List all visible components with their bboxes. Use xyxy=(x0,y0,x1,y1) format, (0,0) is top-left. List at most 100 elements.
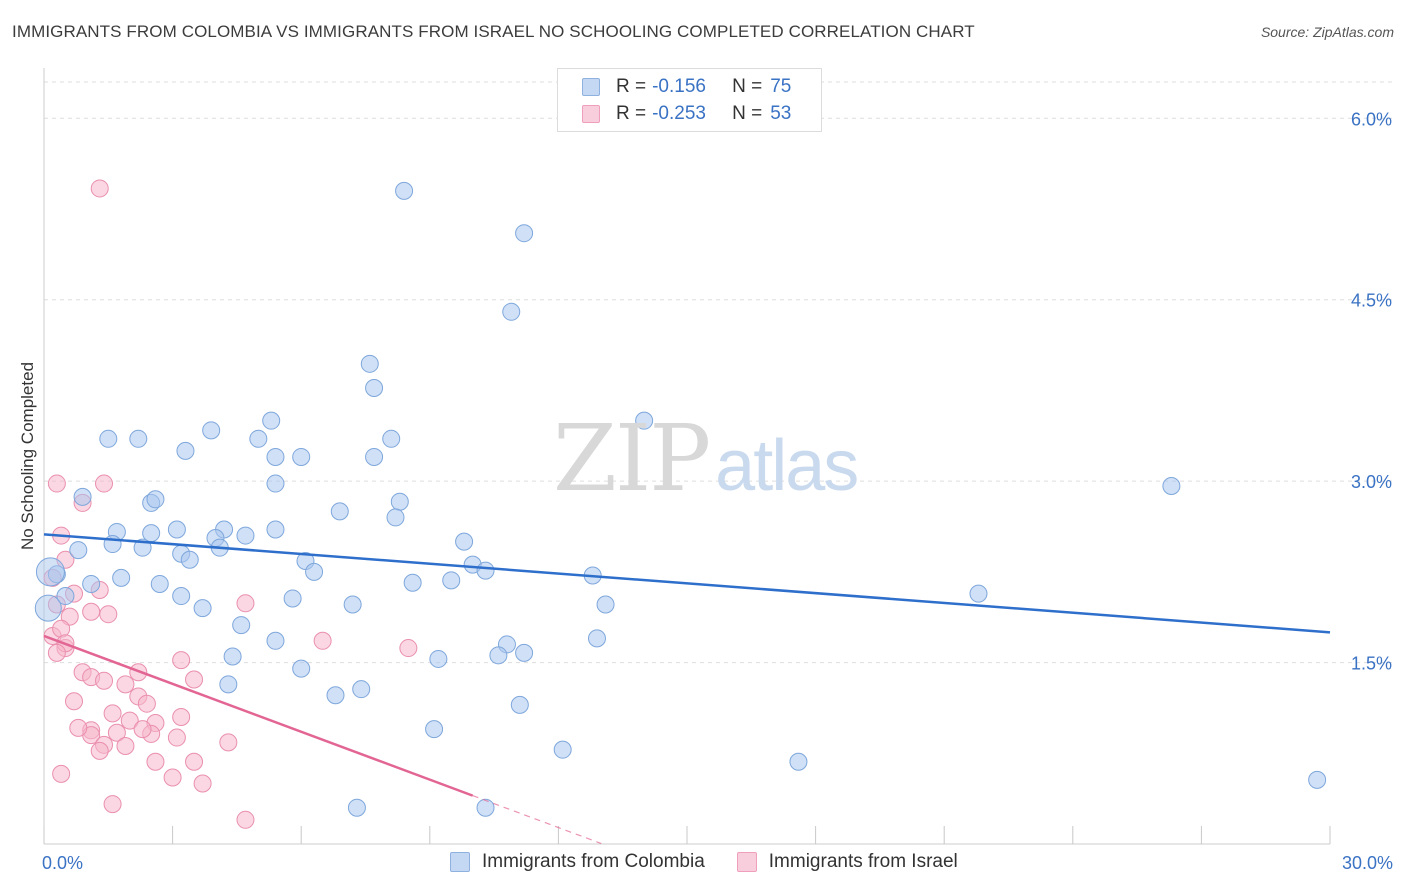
israel-point xyxy=(146,752,165,771)
israel-point xyxy=(47,474,66,493)
colombia-point xyxy=(365,447,384,466)
colombia-point xyxy=(596,595,615,614)
colombia-point xyxy=(425,720,444,739)
legend-n-label: N = xyxy=(732,76,763,97)
x-tick-label-max: 30.0% xyxy=(1342,853,1393,873)
colombia-point xyxy=(223,647,242,666)
colombia-point xyxy=(150,574,169,593)
colombia-point xyxy=(305,562,324,581)
israel-point xyxy=(82,602,101,621)
israel-point xyxy=(103,704,122,723)
colombia-point xyxy=(365,379,384,398)
series-legend: Immigrants from Colombia Immigrants from… xyxy=(450,851,990,873)
israel-trend-line xyxy=(43,634,474,797)
colombia-point xyxy=(292,447,311,466)
legend-swatch-colombia xyxy=(582,78,600,96)
watermark-atlas: atlas xyxy=(715,426,859,506)
colombia-point xyxy=(82,574,101,593)
legend-r-value: -0.253 xyxy=(652,103,706,124)
colombia-point xyxy=(129,429,148,448)
watermark-zip: ZIP xyxy=(553,405,711,512)
colombia-point xyxy=(382,429,401,448)
colombia-point xyxy=(266,631,285,650)
israel-point xyxy=(95,671,114,690)
israel-point xyxy=(99,605,118,624)
israel-point xyxy=(399,639,418,658)
colombia-point xyxy=(476,798,495,817)
colombia-point xyxy=(219,675,238,694)
colombia-point xyxy=(283,589,302,608)
legend-swatch-israel xyxy=(736,852,757,872)
israel-point xyxy=(120,711,139,730)
israel-point xyxy=(65,692,84,711)
tick-labels: 1.5% 3.0% 4.5% 6.0% 0.0% 30.0% xyxy=(42,109,1393,873)
colombia-point xyxy=(34,594,62,622)
colombia-point xyxy=(266,447,285,466)
israel-point xyxy=(116,737,135,756)
colombia-point xyxy=(347,798,366,817)
colombia-point xyxy=(510,695,529,714)
colombia-point xyxy=(266,474,285,493)
colombia-point xyxy=(553,740,572,759)
colombia-trend-line xyxy=(43,533,1331,634)
colombia-point xyxy=(969,584,988,603)
israel-point xyxy=(133,720,152,739)
legend-row-colombia: R = -0.156 N = 75 xyxy=(582,74,791,100)
colombia-point xyxy=(176,441,195,460)
israel-point xyxy=(236,594,255,613)
colombia-point xyxy=(489,646,508,665)
legend-label-colombia: Immigrants from Colombia xyxy=(482,851,705,872)
israel-point xyxy=(185,752,204,771)
gridlines xyxy=(44,81,1392,664)
colombia-point xyxy=(266,520,285,539)
colombia-point xyxy=(515,224,534,243)
colombia-point xyxy=(429,649,448,668)
colombia-point xyxy=(262,411,281,430)
colombia-points xyxy=(34,181,1327,817)
colombia-point xyxy=(635,411,654,430)
legend-r-label: R = xyxy=(616,76,647,97)
colombia-point xyxy=(395,181,414,200)
colombia-point xyxy=(403,573,422,592)
x-tick-label-min: 0.0% xyxy=(42,853,83,873)
legend-item-colombia[interactable]: Immigrants from Colombia xyxy=(450,851,705,873)
israel-point xyxy=(172,708,191,726)
y-tick-label: 1.5% xyxy=(1351,654,1392,674)
zipatlas-watermark: ZIPatlas xyxy=(553,405,859,512)
legend-swatch-israel xyxy=(582,105,600,123)
israel-point xyxy=(313,631,332,650)
colombia-point xyxy=(142,524,161,543)
israel-point xyxy=(167,728,186,747)
legend-n-value: 75 xyxy=(770,76,792,97)
colombia-point xyxy=(146,490,165,509)
y-tick-label: 4.5% xyxy=(1351,291,1392,311)
israel-points xyxy=(43,179,418,829)
legend-swatch-colombia xyxy=(450,852,470,872)
israel-point xyxy=(90,179,109,198)
israel-point xyxy=(193,774,212,793)
israel-point xyxy=(52,764,71,783)
israel-point xyxy=(172,651,191,670)
colombia-point xyxy=(193,599,212,618)
legend-r-value: -0.156 xyxy=(652,76,706,97)
stats-legend: R = -0.156 N = 75 R = -0.253 N = 53 xyxy=(557,68,822,132)
colombia-point xyxy=(167,520,186,539)
israel-point xyxy=(185,670,204,689)
legend-r-label: R = xyxy=(616,103,647,124)
israel-point xyxy=(103,795,122,814)
legend-n-value: 53 xyxy=(770,103,792,124)
colombia-point xyxy=(587,629,606,648)
colombia-point xyxy=(1162,476,1181,495)
colombia-point xyxy=(236,526,255,545)
legend-item-israel[interactable]: Immigrants from Israel xyxy=(736,851,958,873)
colombia-point xyxy=(56,587,75,606)
colombia-point xyxy=(360,354,379,373)
colombia-point xyxy=(73,487,92,506)
y-axis-title: No Schooling Completed xyxy=(18,361,37,551)
axes xyxy=(43,68,1331,845)
colombia-point xyxy=(455,532,474,551)
israel-point xyxy=(219,733,238,752)
colombia-point xyxy=(330,502,349,521)
colombia-point xyxy=(343,595,362,614)
